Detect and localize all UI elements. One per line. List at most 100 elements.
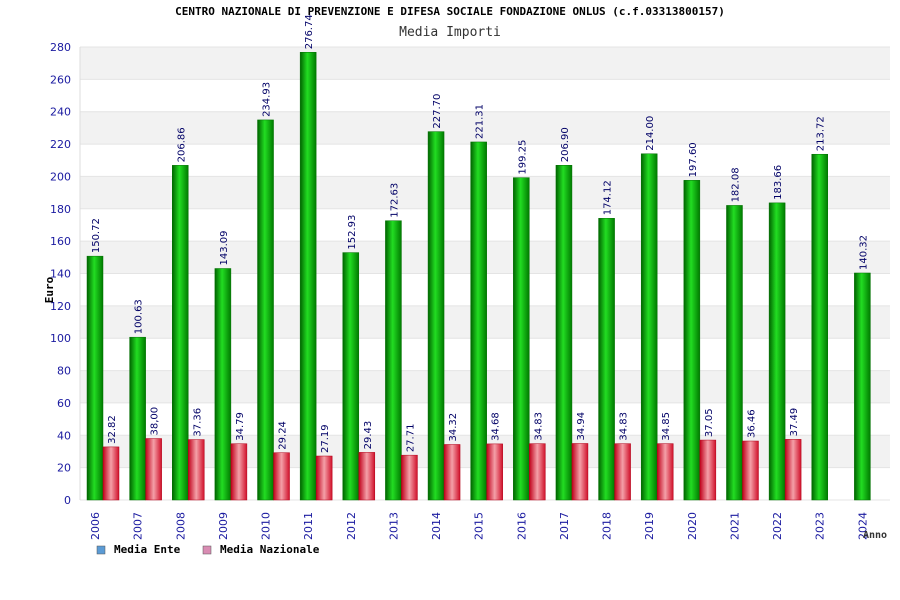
data-label: 152.93 [347,215,358,250]
data-label: 32.82 [107,415,118,444]
data-label: 37.05 [704,408,715,437]
data-label: 221.31 [475,104,486,139]
data-label: 37.49 [789,408,800,437]
bar-media-nazionale [742,440,759,501]
bar-media-nazionale [699,439,717,501]
bar-media-nazionale [486,443,503,501]
legend: Media Ente Media Nazionale [96,543,320,556]
bar-media-ente [385,220,402,501]
data-label: 174.12 [603,180,614,215]
bar-media-nazionale [102,446,120,501]
data-label: 183.66 [773,165,784,200]
x-tick-label: 2013 [387,512,400,540]
data-label: 100.63 [134,299,145,334]
bar-media-ente [86,255,104,501]
data-label: 276.74 [304,14,315,49]
bar-media-nazionale [614,443,631,501]
bar-media-nazionale [230,443,248,501]
x-tick-label: 2019 [643,512,656,540]
bar-media-nazionale [571,443,589,501]
data-label: 34.83 [619,412,630,441]
data-label: 197.60 [688,142,699,177]
bar-media-ente [726,205,743,501]
y-tick-label: 180 [50,203,71,216]
data-label: 172.63 [389,183,400,218]
x-tick-label: 2021 [728,512,741,540]
y-tick-label: 120 [50,300,71,313]
legend-swatch [202,545,212,555]
x-tick-label: 2015 [473,512,486,540]
y-tick-label: 100 [50,332,71,345]
data-label: 214.00 [645,116,656,151]
bar-media-ente [811,153,828,501]
bar-media-nazionale [188,439,205,501]
bar-media-ente [427,131,445,501]
bar-media-ente [299,52,317,501]
data-label: 29.24 [278,421,289,450]
data-label: 37.36 [192,408,203,437]
x-tick-label: 2014 [430,512,443,540]
x-axis-label: Anno [863,530,887,541]
x-tick-label: 2009 [217,512,230,540]
bar-media-ente [342,252,360,501]
data-label: 227.70 [432,94,443,129]
x-tick-label: 2007 [132,512,145,540]
y-axis: 0 20 40 60 80 100 120 140 160 180 200 220 240 260 280 [50,41,71,507]
bar-media-ente [470,141,487,501]
bar-media-nazionale [529,443,546,501]
data-label: 206.90 [560,127,571,162]
x-tick-label: 2020 [686,512,699,540]
x-tick-label: 2017 [558,512,571,540]
y-tick-label: 140 [50,268,71,281]
bar-media-nazionale [784,439,802,501]
bar-media-ente [598,218,615,501]
y-tick-label: 220 [50,138,71,151]
legend-label: Media Ente [114,543,181,556]
bar-media-nazionale [273,452,290,501]
chart-title: CENTRO NAZIONALE DI PREVENZIONE E DIFESA… [175,5,725,18]
x-tick-label: 2023 [814,512,827,540]
bar-media-ente [129,336,146,501]
data-label: 150.72 [91,218,102,253]
legend-item-media-ente: Media Ente [96,543,181,556]
data-label: 34.32 [448,413,459,442]
y-tick-label: 40 [57,429,71,442]
x-tick-label: 2016 [515,512,528,540]
plot-band [80,79,890,112]
bar-media-nazionale [358,452,376,501]
data-label: 206.86 [176,127,187,162]
bar-media-ente [257,119,274,501]
bar-media-nazionale [315,455,333,501]
data-label: 27.71 [405,424,416,453]
bar-media-ente [768,202,786,501]
plot-band [80,111,890,145]
y-tick-label: 200 [50,170,71,183]
x-tick-label: 2012 [345,512,358,540]
y-tick-label: 0 [64,494,71,507]
x-tick-label: 2018 [601,512,614,540]
legend-item-media-nazionale: Media Nazionale [202,543,320,556]
bar-media-ente [172,165,189,501]
data-label: 213.72 [816,116,827,151]
y-tick-label: 240 [50,106,71,119]
bar-media-ente [214,268,232,501]
x-axis: 2006 2007 2008 2009 2010 2011 2012 2013 2014 2015… [89,512,869,540]
y-axis-label: Euro [43,276,56,303]
bar-media-nazionale [443,444,461,501]
legend-label: Media Nazionale [220,543,320,556]
bar-media-ente [555,165,573,501]
bar-media-nazionale [401,454,418,501]
data-label: 234.93 [262,82,273,117]
x-tick-label: 2008 [174,512,187,540]
data-label: 199.25 [517,140,528,175]
y-tick-label: 60 [57,397,71,410]
y-tick-label: 280 [50,41,71,54]
x-tick-label: 2011 [302,512,315,540]
x-tick-label: 2024 [856,512,869,540]
data-label: 182.08 [730,167,741,202]
x-tick-label: 2010 [260,512,273,540]
data-label: 27.19 [320,424,331,453]
data-label: 34.83 [533,412,544,441]
bar-media-nazionale [145,438,162,501]
